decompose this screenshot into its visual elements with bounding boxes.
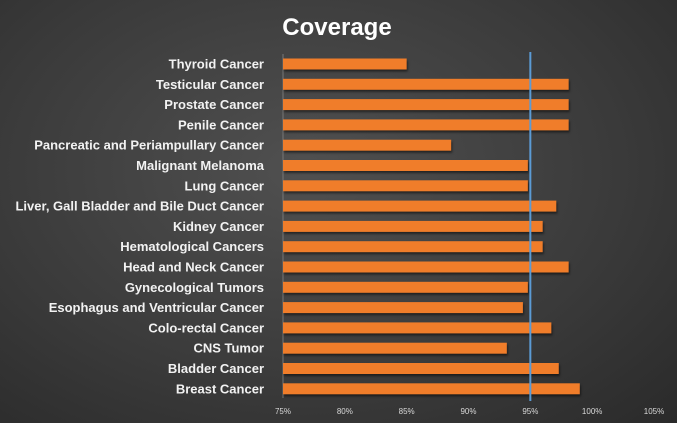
bar-pancreatic-and-periampullary-cancer [283,139,452,151]
x-tick-label: 90% [460,407,476,416]
x-tick-label: 105% [644,407,664,416]
bar-colo-rectal-cancer [283,322,552,334]
chart-title: Coverage [282,14,391,41]
bar-breast-cancer [283,383,580,395]
x-tick-label: 95% [522,407,538,416]
category-label: Hematological Cancers [120,239,264,254]
category-label: Colo-rectal Cancer [148,320,264,335]
bar-prostate-cancer [283,99,569,111]
bar-malignant-melanoma [283,160,528,171]
category-label: Prostate Cancer [164,97,264,112]
bar-head-and-neck-cancer [283,261,569,273]
category-label: Liver, Gall Bladder and Bile Duct Cancer [15,199,264,214]
category-label: Penile Cancer [178,117,264,132]
x-tick-label: 85% [399,407,415,416]
bar-kidney-cancer [283,220,543,232]
bar-gynecological-tumors [283,281,528,293]
category-label: CNS Tumor [193,341,264,356]
x-tick-label: 100% [582,407,602,416]
x-tick-label: 75% [275,407,291,416]
category-label: Bladder Cancer [168,361,264,376]
bar-bladder-cancer [283,363,559,374]
bar-cns-tumor [283,342,507,354]
bar-thyroid-cancer [283,58,407,70]
category-label: Testicular Cancer [156,77,264,92]
category-label: Head and Neck Cancer [123,260,264,275]
category-label: Pancreatic and Periampullary Cancer [34,138,264,153]
category-label: Thyroid Cancer [169,57,264,72]
bar-testicular-cancer [283,78,569,90]
bar-hematological-cancers [283,241,543,253]
bar-liver-gall-bladder-and-bile-duct-cancer [283,200,557,212]
category-label: Lung Cancer [185,178,264,193]
bar-penile-cancer [283,119,569,131]
category-label: Esophagus and Ventricular Cancer [49,300,264,315]
category-label: Kidney Cancer [173,219,264,234]
bar-lung-cancer [283,180,528,192]
bar-esophagus-and-ventricular-cancer [283,302,523,314]
category-label: Gynecological Tumors [125,280,264,295]
x-tick-label: 80% [337,407,353,416]
category-label: Breast Cancer [176,381,264,396]
category-label: Malignant Melanoma [136,158,265,173]
